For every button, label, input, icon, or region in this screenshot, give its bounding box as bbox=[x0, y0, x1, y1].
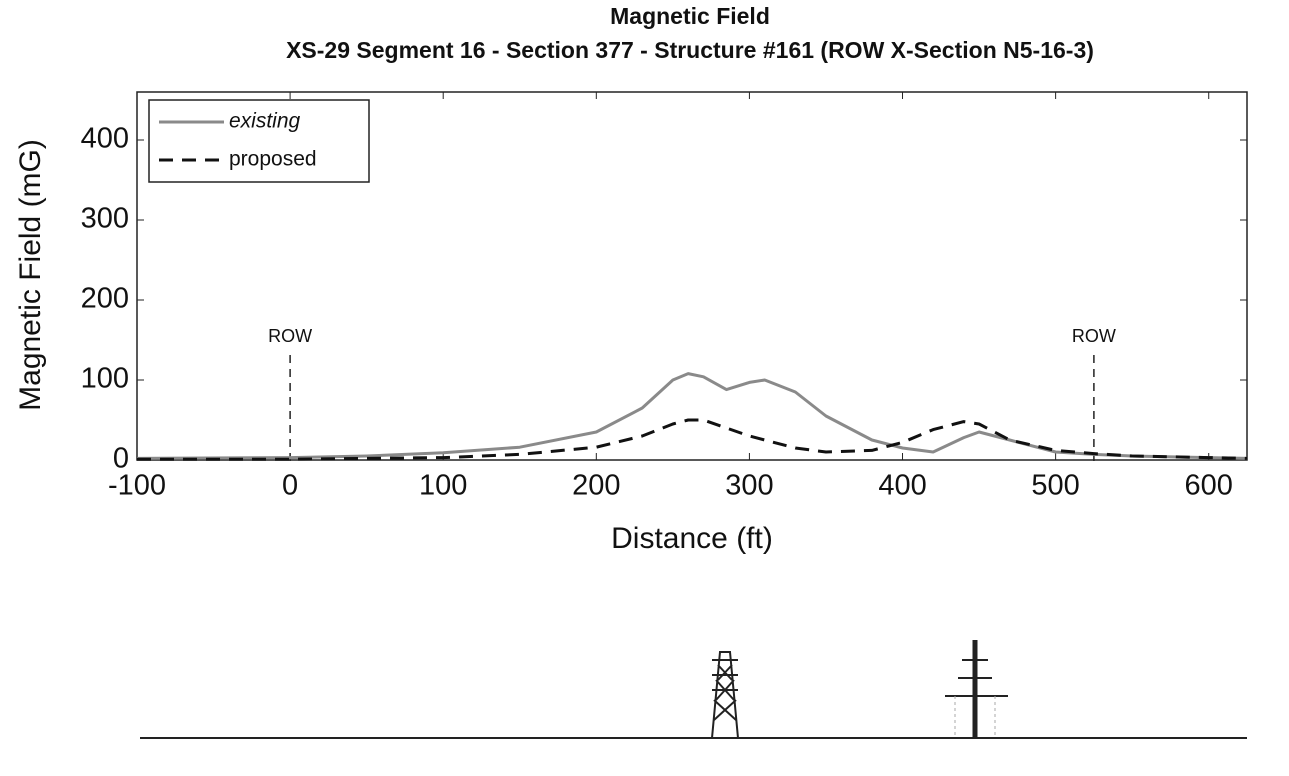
chart-title: Magnetic Field bbox=[610, 3, 770, 29]
row-label: ROW bbox=[1072, 326, 1116, 346]
y-tick-label: 300 bbox=[81, 203, 129, 235]
legend-label: proposed bbox=[229, 148, 317, 171]
plot-frame bbox=[136, 91, 1248, 461]
x-axis-label: Distance (ft) bbox=[611, 522, 773, 555]
y-tick-label: 200 bbox=[81, 283, 129, 315]
series-line bbox=[136, 372, 1248, 460]
y-tick-label: 100 bbox=[81, 363, 129, 395]
x-tick-label: 500 bbox=[1031, 470, 1079, 502]
series-line bbox=[137, 418, 1248, 461]
legend-box bbox=[148, 99, 370, 183]
x-tick-label: 200 bbox=[572, 470, 620, 502]
x-tick-label: 600 bbox=[1185, 470, 1233, 502]
legend-label: existing bbox=[229, 110, 301, 133]
x-tick-label: -100 bbox=[108, 470, 166, 502]
x-tick-label: 100 bbox=[419, 470, 467, 502]
tower-illustration bbox=[140, 640, 1247, 739]
x-tick-label: 400 bbox=[878, 470, 926, 502]
y-axis-label: Magnetic Field (mG) bbox=[14, 139, 47, 411]
y-tick-label: 400 bbox=[81, 123, 129, 155]
y-tick-label: 0 bbox=[113, 443, 129, 475]
x-tick-label: 300 bbox=[725, 470, 773, 502]
row-label: ROW bbox=[268, 326, 312, 346]
x-tick-label: 0 bbox=[282, 470, 298, 502]
chart-subtitle: XS-29 Segment 16 - Section 377 - Structu… bbox=[286, 37, 1094, 63]
